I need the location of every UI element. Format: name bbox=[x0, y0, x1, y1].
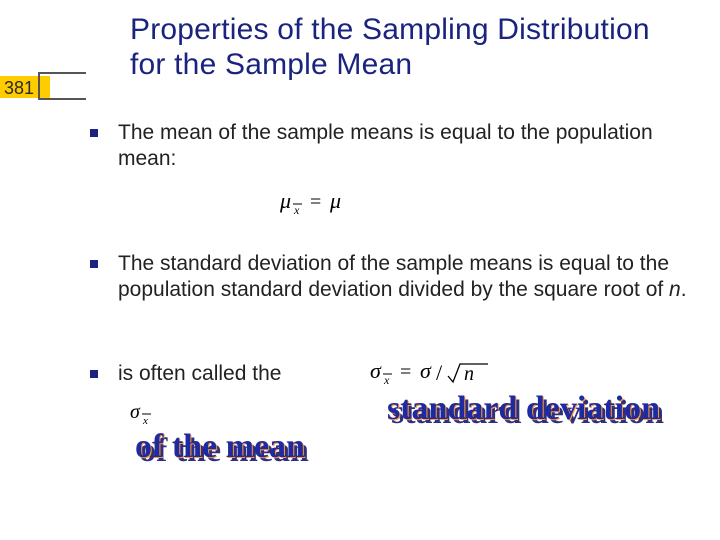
svg-text:=: = bbox=[400, 361, 411, 383]
svg-text:n: n bbox=[464, 363, 474, 385]
slide-title: Properties of the Sampling Distribution … bbox=[130, 12, 690, 83]
spacer bbox=[90, 317, 690, 361]
bullet-text-part: The standard deviation of the sample mea… bbox=[118, 252, 669, 301]
svg-text:μ: μ bbox=[280, 188, 291, 213]
wordart-top: standard deviation bbox=[387, 391, 660, 427]
svg-text:x: x bbox=[293, 203, 300, 216]
bullet-text: is often called the bbox=[118, 361, 281, 387]
svg-text:σ: σ bbox=[370, 358, 382, 383]
bullet-square-icon bbox=[90, 260, 98, 268]
wordart-top: of the mean bbox=[135, 429, 305, 465]
svg-text:/: / bbox=[436, 360, 443, 385]
bullet-text-part: . bbox=[681, 278, 687, 301]
page-number-border bbox=[38, 72, 86, 100]
bullet-square-icon bbox=[90, 370, 98, 378]
bullet-text: The mean of the sample means is equal to… bbox=[118, 120, 690, 173]
svg-text:μ: μ bbox=[329, 188, 341, 213]
svg-text:=: = bbox=[310, 191, 321, 213]
bullet-text: The standard deviation of the sample mea… bbox=[118, 251, 690, 304]
svg-text:x: x bbox=[142, 415, 148, 426]
symbol-sigma-xbar: σ x bbox=[130, 400, 164, 426]
spacer bbox=[90, 187, 690, 251]
wordart-line: of the mean of the mean of the mean of t… bbox=[136, 430, 306, 466]
page-number: 381 bbox=[4, 78, 34, 99]
formula-mu-xbar-eq-mu: μ x = μ bbox=[280, 188, 370, 216]
bullet-item: The standard deviation of the sample mea… bbox=[90, 251, 690, 304]
bullet-item: The mean of the sample means is equal to… bbox=[90, 120, 690, 173]
svg-text:σ: σ bbox=[130, 401, 141, 423]
slide: 381 Properties of the Sampling Distribut… bbox=[0, 0, 720, 540]
formula-sigma-xbar: σ x = σ / n bbox=[370, 358, 520, 388]
svg-text:x: x bbox=[383, 373, 390, 387]
svg-text:σ: σ bbox=[420, 358, 432, 383]
bullet-text-n: n bbox=[669, 278, 681, 301]
bullet-square-icon bbox=[90, 129, 98, 137]
wordart-line: standard deviation standard deviation st… bbox=[388, 392, 661, 428]
